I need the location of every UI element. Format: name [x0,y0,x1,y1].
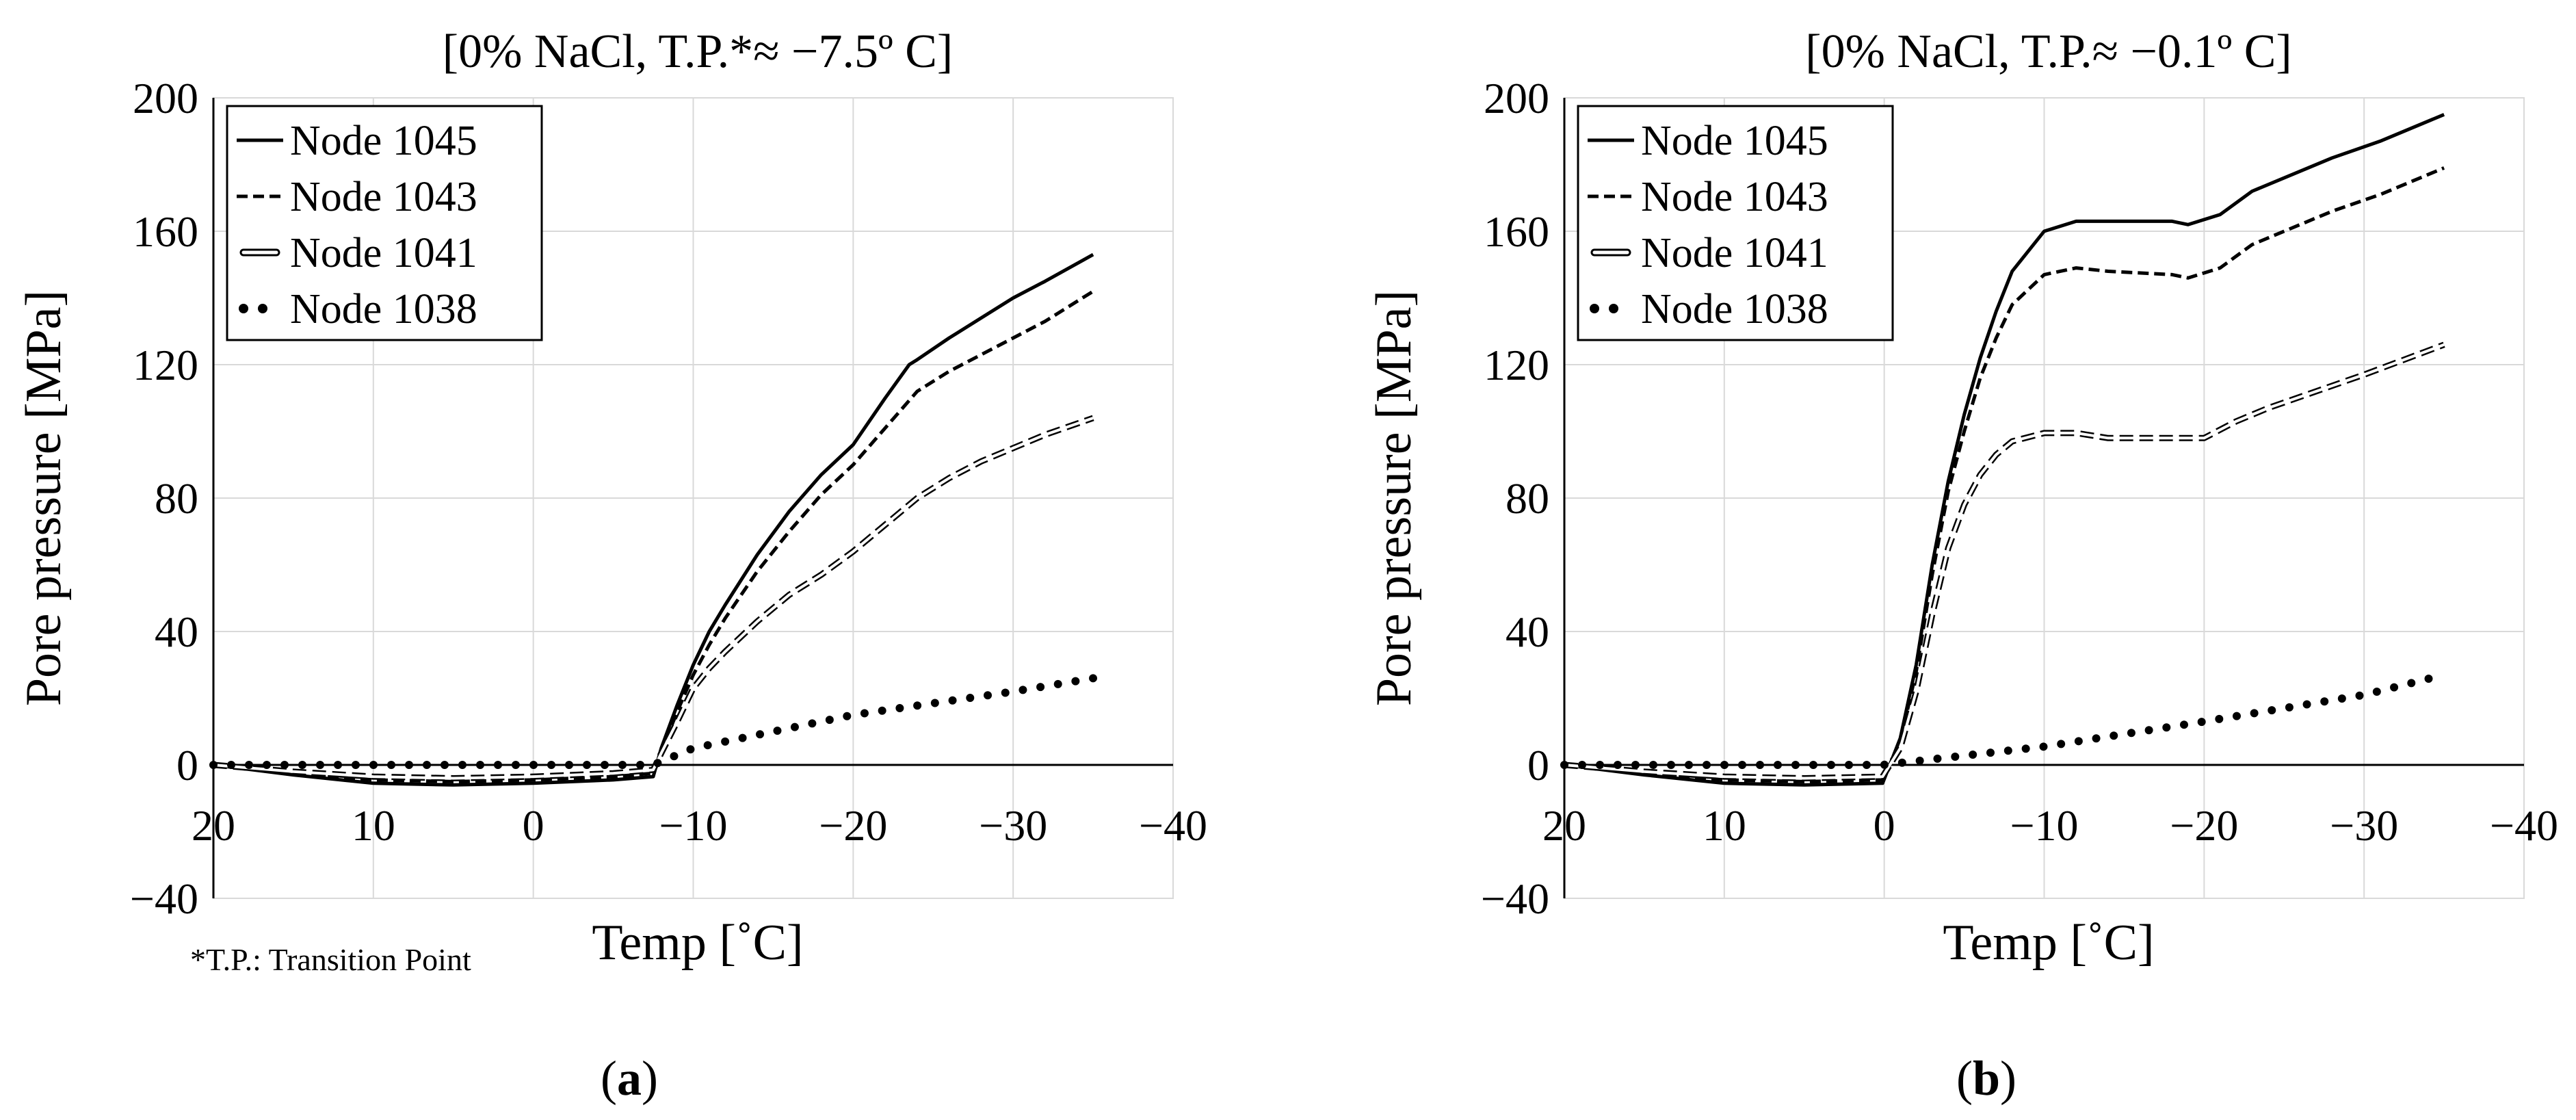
x-axis-label: Temp [˚C] [1943,915,2154,971]
panel-label: (a) [601,1051,658,1106]
x-tick-label: −30 [979,801,1047,850]
series-line-outer [1564,341,2445,781]
y-tick-label: 200 [133,74,198,122]
legend-label: Node 1043 [1641,174,1828,220]
y-tick-label: −40 [1481,874,1549,923]
x-tick-label: 20 [192,801,235,850]
y-tick-label: 40 [155,608,198,656]
chart-panel-b: −40 0 40 80 120 160 200 20 10 0 −10 −20 −30 −40 [0% Na… [1366,25,2558,1106]
series-line [213,252,1094,787]
y-tick-label: 120 [1484,341,1549,389]
series-line [1564,113,2445,787]
x-tick-label: 0 [1874,801,1895,850]
legend-label: Node 1038 [290,286,477,333]
y-tick-label: −40 [130,874,198,923]
x-tick-label: −40 [1139,801,1207,850]
series-line [1564,343,2445,780]
y-tick-label: 160 [133,207,198,256]
x-tick-label: −30 [2330,801,2398,850]
y-tick-label: 40 [1506,608,1549,656]
x-tick-label: −20 [2170,801,2238,850]
x-axis-label: Temp [˚C] [592,915,803,971]
legend-label: Node 1041 [290,230,477,276]
transition-point-note: *T.P.: Transition Point [190,942,471,977]
legend-label: Node 1041 [1641,230,1828,276]
panel-label: (b) [1956,1051,2016,1106]
series-line [213,417,1094,780]
legend-label: Node 1038 [1641,286,1828,333]
y-axis-label: Pore pressure [MPa] [1366,290,1422,706]
x-tick-label: −40 [2490,801,2558,850]
legend-label: Node 1045 [1641,118,1828,164]
legend [1577,105,1894,341]
y-tick-label: 0 [176,741,198,790]
y-tick-label: 120 [133,341,198,389]
chart-title: [0% NaCl, T.P.*≈ −7.5º C] [443,25,953,78]
legend-label: Node 1043 [290,174,477,220]
y-tick-label: 200 [1484,74,1549,122]
x-tick-label: 10 [352,801,395,850]
series-line [1560,670,2449,769]
chart-panel-a: −40 0 40 80 120 160 200 20 10 0 −10 −20 −30 −40 [0% Na… [16,25,1207,1106]
y-tick-label: 160 [1484,207,1549,256]
legend [226,105,543,341]
x-tick-label: 0 [523,801,544,850]
x-tick-label: 20 [1542,801,1586,850]
series-line [213,289,1094,783]
x-tick-label: −10 [659,801,727,850]
x-tick-label: −20 [819,801,887,850]
x-tick-label: −10 [2010,801,2078,850]
y-axis-label: Pore pressure [MPa] [16,290,72,706]
x-tick-label: 10 [1703,801,1746,850]
legend-label: Node 1045 [290,118,477,164]
series-line [209,674,1098,769]
y-tick-label: 0 [1527,741,1549,790]
y-tick-label: 80 [155,474,198,523]
y-tick-label: 80 [1506,474,1549,523]
series-line [1564,166,2445,783]
chart-title: [0% NaCl, T.P.≈ −0.1º C] [1805,25,2291,78]
